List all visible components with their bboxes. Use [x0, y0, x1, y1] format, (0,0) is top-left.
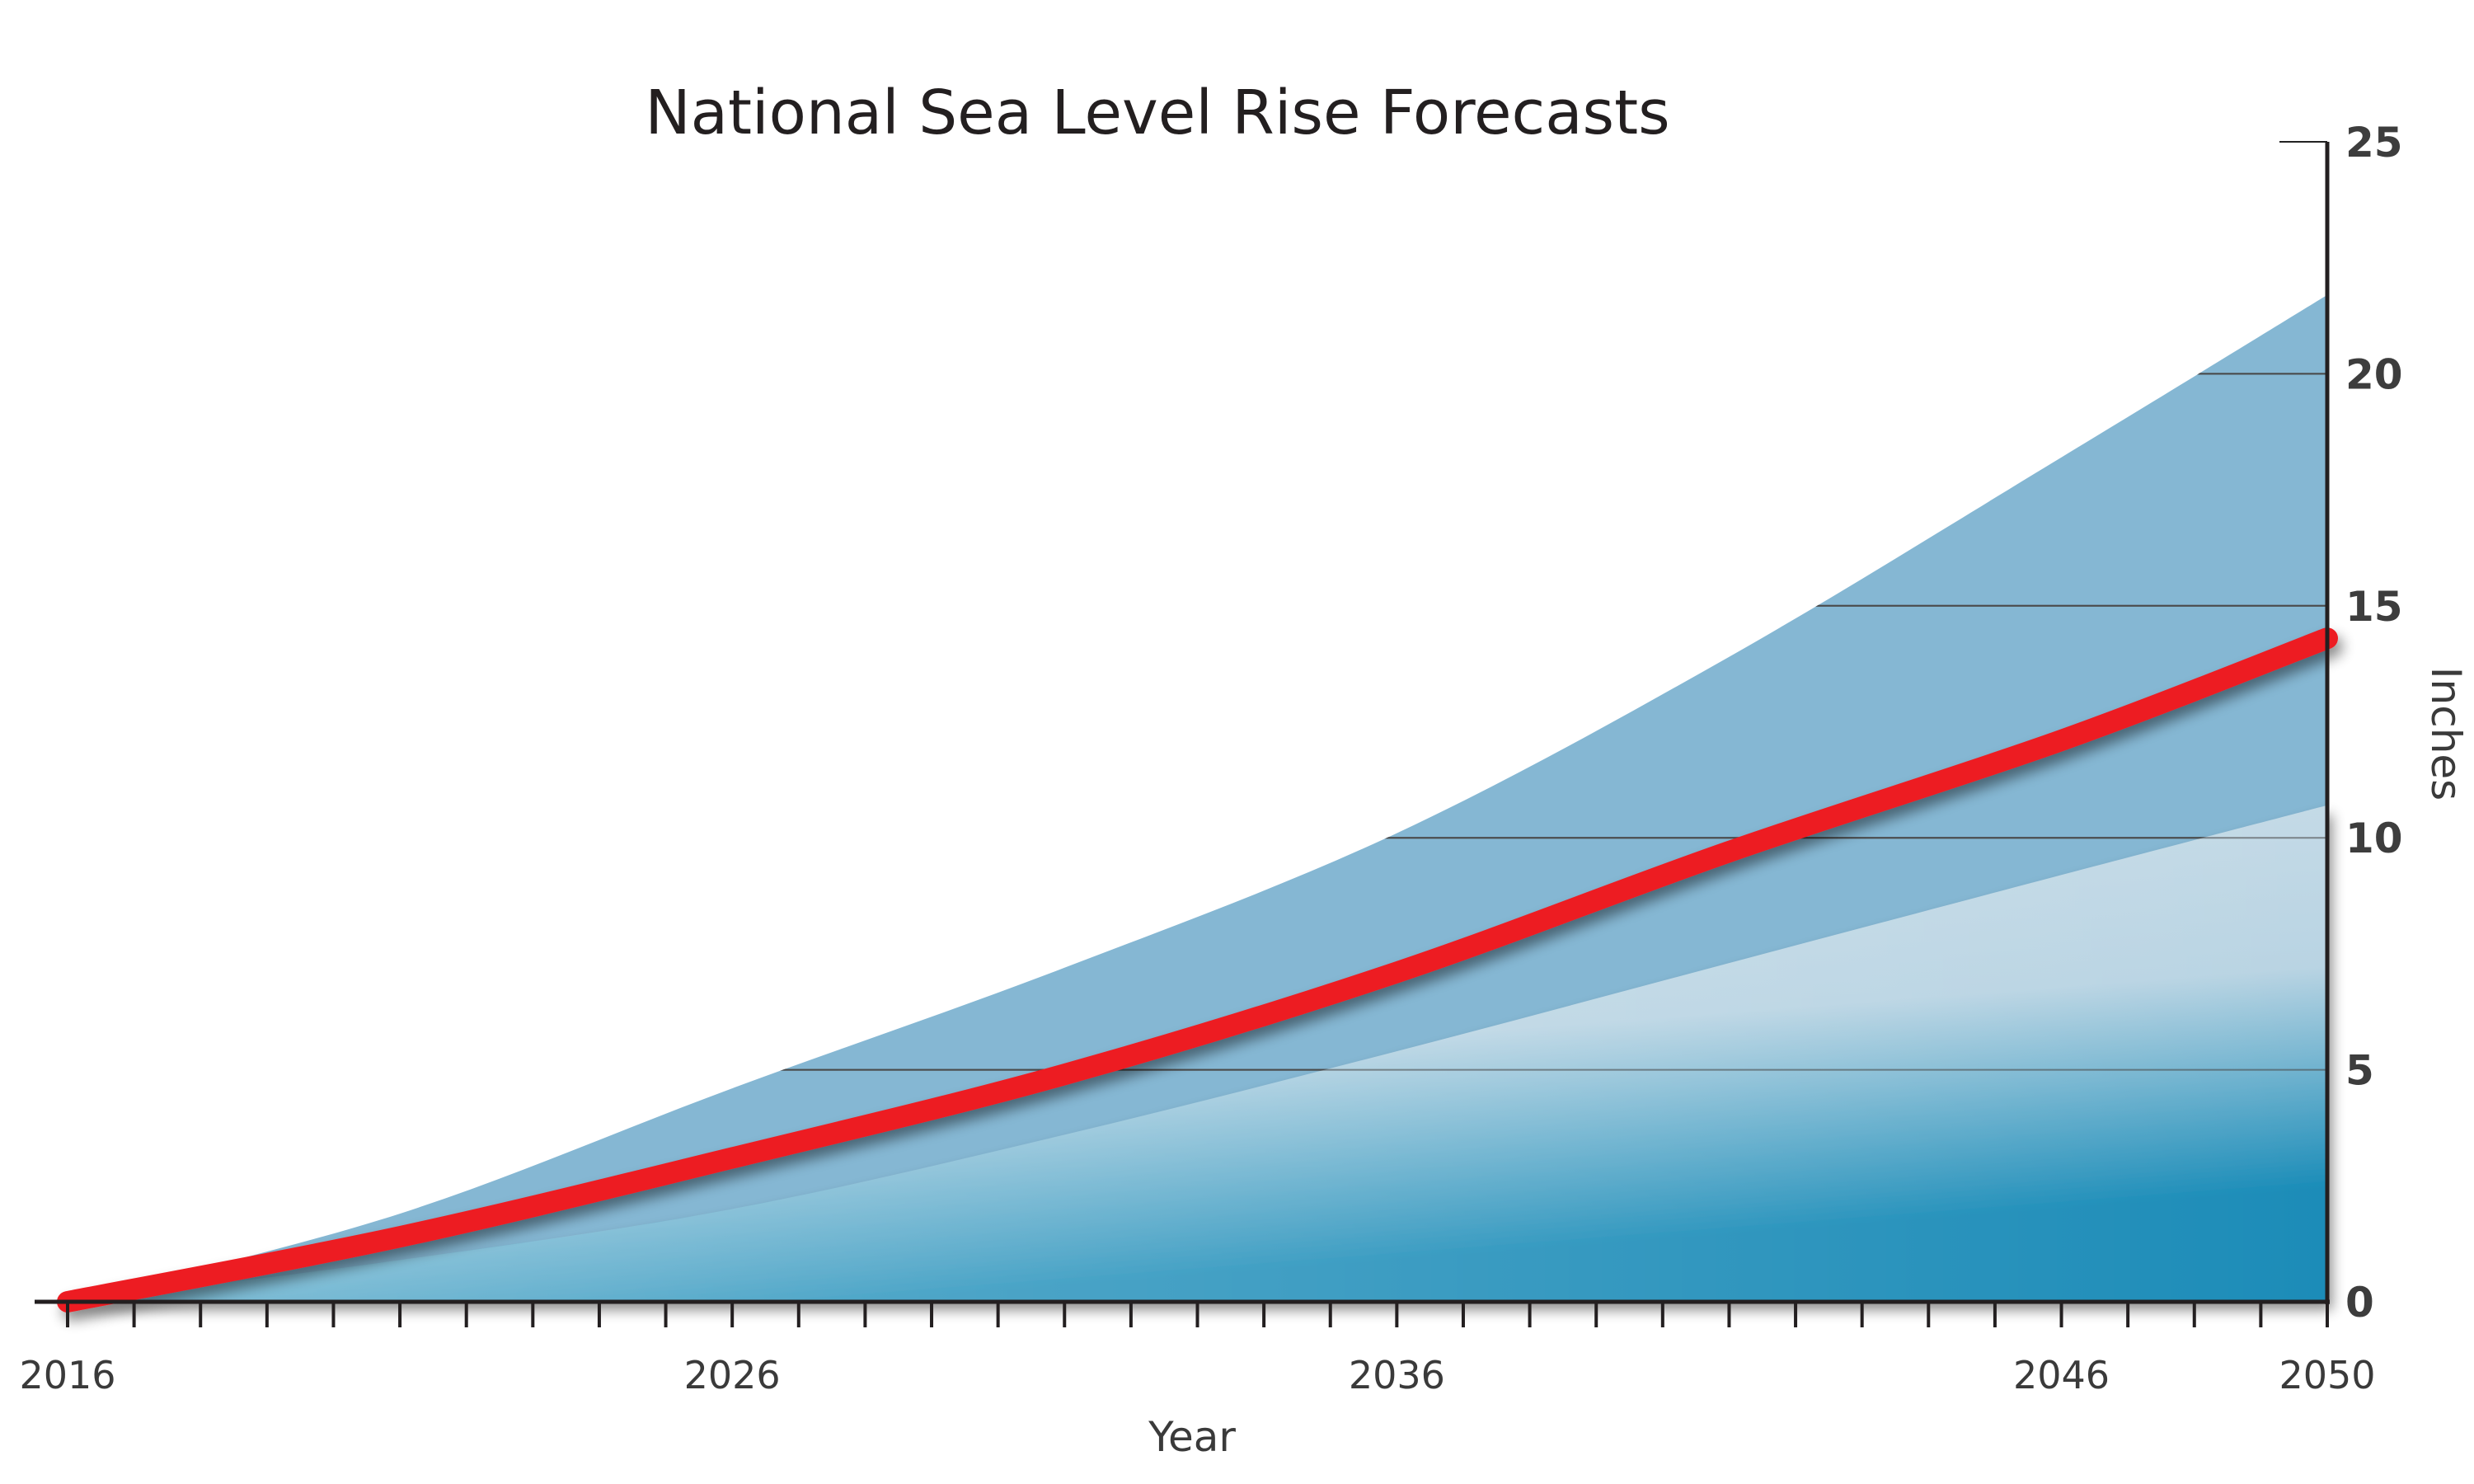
- y-tick-label-0: 0: [2345, 1279, 2374, 1327]
- central-forecast-line: [57, 627, 2338, 1313]
- x-tick-label-2046: 2046: [2013, 1353, 2110, 1397]
- x-tick-label-2036: 2036: [1349, 1353, 1445, 1397]
- y-tick-label-5: 5: [2345, 1047, 2374, 1095]
- lower-bound-highlight: [68, 805, 2327, 1302]
- y-tick-label-10: 10: [2345, 815, 2403, 862]
- y-tick-label-20: 20: [2345, 350, 2403, 398]
- chart-title: National Sea Level Rise Forecasts: [645, 77, 1669, 148]
- y-tick-label-15: 15: [2345, 583, 2403, 631]
- y-axis-label: Inches: [2422, 667, 2470, 801]
- x-tick-label-2050: 2050: [2279, 1353, 2375, 1397]
- x-tick-label-2016: 2016: [19, 1353, 115, 1397]
- x-tick-label-2026: 2026: [684, 1353, 781, 1397]
- y-tick-label-25: 25: [2345, 119, 2403, 167]
- x-axis-label: Year: [1148, 1413, 1236, 1461]
